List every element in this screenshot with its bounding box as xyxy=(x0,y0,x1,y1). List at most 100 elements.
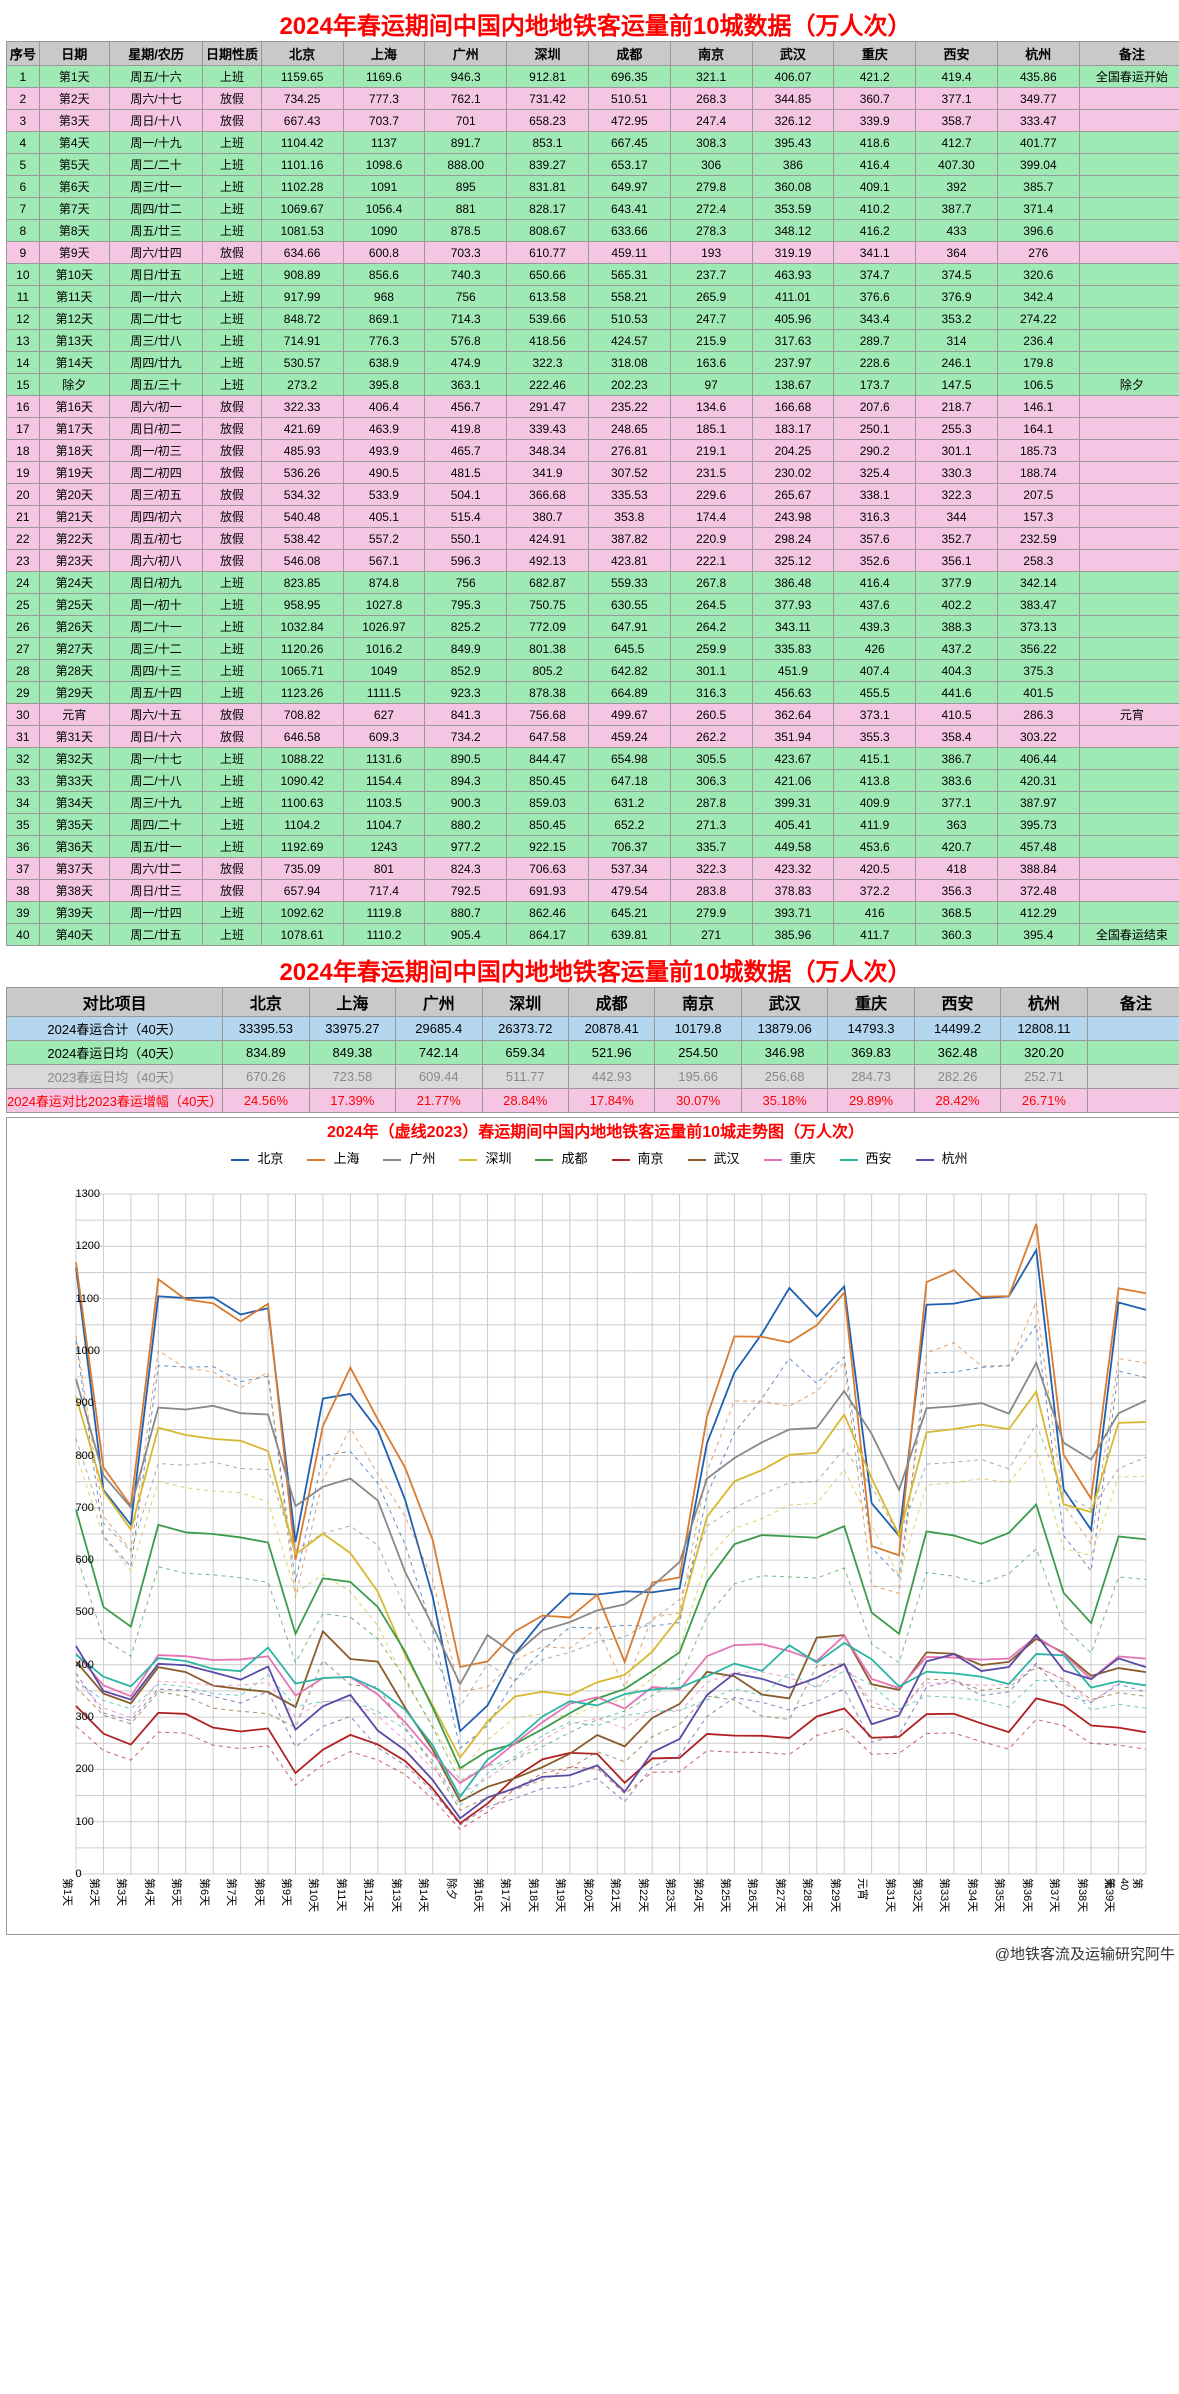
x-tick-label: 第24天 xyxy=(691,1878,707,1912)
cell: 周二/廿七 xyxy=(109,308,202,330)
cell xyxy=(1079,286,1179,308)
cell: 339.9 xyxy=(834,110,916,132)
table-row: 34第34天周三/十九上班1100.631103.5900.3859.03631… xyxy=(7,792,1179,814)
cell: 周一/十七 xyxy=(109,748,202,770)
cell: 401.5 xyxy=(997,682,1079,704)
cell: 276.81 xyxy=(588,440,670,462)
x-tick-label: 第20天 xyxy=(581,1878,597,1912)
cell: 1243 xyxy=(343,836,425,858)
cell xyxy=(1079,352,1179,374)
cell: 1111.5 xyxy=(343,682,425,704)
cell: 164.1 xyxy=(997,418,1079,440)
cell: 463.93 xyxy=(752,264,834,286)
cell: 344.85 xyxy=(752,88,834,110)
cell: 1027.8 xyxy=(343,594,425,616)
cell: 633.66 xyxy=(588,220,670,242)
cell: 756.68 xyxy=(507,704,589,726)
table-row: 33第33天周二/十八上班1090.421154.4894.3850.45647… xyxy=(7,770,1179,792)
x-tick-label: 第14天 xyxy=(416,1878,432,1912)
footer-credit: @地铁客流及运输研究阿牛 xyxy=(6,1935,1179,1968)
cell: 周三/初五 xyxy=(109,484,202,506)
col-header: 日期性质 xyxy=(203,42,261,66)
cell: 946.3 xyxy=(425,66,507,88)
table-row: 40第40天周二/廿五上班1078.611110.2905.4864.17639… xyxy=(7,924,1179,946)
col-header: 深圳 xyxy=(482,988,568,1017)
cell: 放假 xyxy=(203,880,261,902)
cell xyxy=(1079,462,1179,484)
cell: 放假 xyxy=(203,858,261,880)
table-row: 3第3天周日/十八放假667.43703.7701658.23472.95247… xyxy=(7,110,1179,132)
cell: 1 xyxy=(7,66,40,88)
cell: 1090.42 xyxy=(261,770,343,792)
cell: 8 xyxy=(7,220,40,242)
cell: 1069.67 xyxy=(261,198,343,220)
x-tick-label: 第25天 xyxy=(718,1878,734,1912)
col-header: 武汉 xyxy=(752,42,834,66)
cell: 609.44 xyxy=(396,1065,482,1089)
cell: 374.5 xyxy=(916,264,998,286)
cell: 362.64 xyxy=(752,704,834,726)
cell: 714.91 xyxy=(261,330,343,352)
cell: 330.3 xyxy=(916,462,998,484)
x-tick-label: 第40天 xyxy=(1102,1878,1146,1890)
legend-item: 北京 xyxy=(223,1151,283,1166)
cell: 353.2 xyxy=(916,308,998,330)
cell: 363.1 xyxy=(425,374,507,396)
cell: 220.9 xyxy=(670,528,752,550)
cell: 1102.28 xyxy=(261,176,343,198)
cell: 上班 xyxy=(203,154,261,176)
cell: 219.1 xyxy=(670,440,752,462)
col-header: 北京 xyxy=(223,988,309,1017)
cell: 185.73 xyxy=(997,440,1079,462)
cell: 周六/初一 xyxy=(109,396,202,418)
cell: 481.5 xyxy=(425,462,507,484)
table-row: 18第18天周一/初三放假485.93493.9465.7348.34276.8… xyxy=(7,440,1179,462)
y-tick-label: 1300 xyxy=(76,1188,80,1200)
cell: 386.7 xyxy=(916,748,998,770)
cell: 638.9 xyxy=(343,352,425,374)
cell: 247.7 xyxy=(670,308,752,330)
cell: 393.71 xyxy=(752,902,834,924)
cell: 410.2 xyxy=(834,198,916,220)
cell xyxy=(1087,1041,1179,1065)
cell: 周四/初六 xyxy=(109,506,202,528)
cell: 565.31 xyxy=(588,264,670,286)
x-tick-label: 第12天 xyxy=(361,1878,377,1912)
cell: 13 xyxy=(7,330,40,352)
chart-container: 2024年（虚线2023）春运期间中国内地地铁客运量前10城走势图（万人次） 北… xyxy=(6,1117,1179,1935)
cell: 222.46 xyxy=(507,374,589,396)
x-tick-label: 第28天 xyxy=(800,1878,816,1912)
x-tick-label: 第23天 xyxy=(663,1878,679,1912)
col-header: 对比项目 xyxy=(7,988,223,1017)
cell: 247.4 xyxy=(670,110,752,132)
table-row: 22第22天周五/初七放假538.42557.2550.1424.91387.8… xyxy=(7,528,1179,550)
cell: 1091 xyxy=(343,176,425,198)
cell xyxy=(1079,264,1179,286)
cell: 762.1 xyxy=(425,88,507,110)
cell: 16 xyxy=(7,396,40,418)
cell: 456.63 xyxy=(752,682,834,704)
cell: 416.4 xyxy=(834,572,916,594)
cell: 412.29 xyxy=(997,902,1079,924)
cell: 第34天 xyxy=(39,792,109,814)
table-row: 12第12天周二/廿七上班848.72869.1714.3539.66510.5… xyxy=(7,308,1179,330)
cell: 387.7 xyxy=(916,198,998,220)
cell: 1103.5 xyxy=(343,792,425,814)
cell: 周一/初三 xyxy=(109,440,202,462)
cell: 407.30 xyxy=(916,154,998,176)
cell: 236.4 xyxy=(997,330,1079,352)
cell: 上班 xyxy=(203,264,261,286)
cell: 536.26 xyxy=(261,462,343,484)
cell: 706.63 xyxy=(507,858,589,880)
cell: 放假 xyxy=(203,418,261,440)
cell: 371.4 xyxy=(997,198,1079,220)
cell: 841.3 xyxy=(425,704,507,726)
cell: 492.13 xyxy=(507,550,589,572)
cell: 383.6 xyxy=(916,770,998,792)
cell: 558.21 xyxy=(588,286,670,308)
cell: 388.3 xyxy=(916,616,998,638)
x-tick-label: 第19天 xyxy=(553,1878,569,1912)
cell xyxy=(1079,726,1179,748)
cell: 287.8 xyxy=(670,792,752,814)
cell xyxy=(1087,1017,1179,1041)
